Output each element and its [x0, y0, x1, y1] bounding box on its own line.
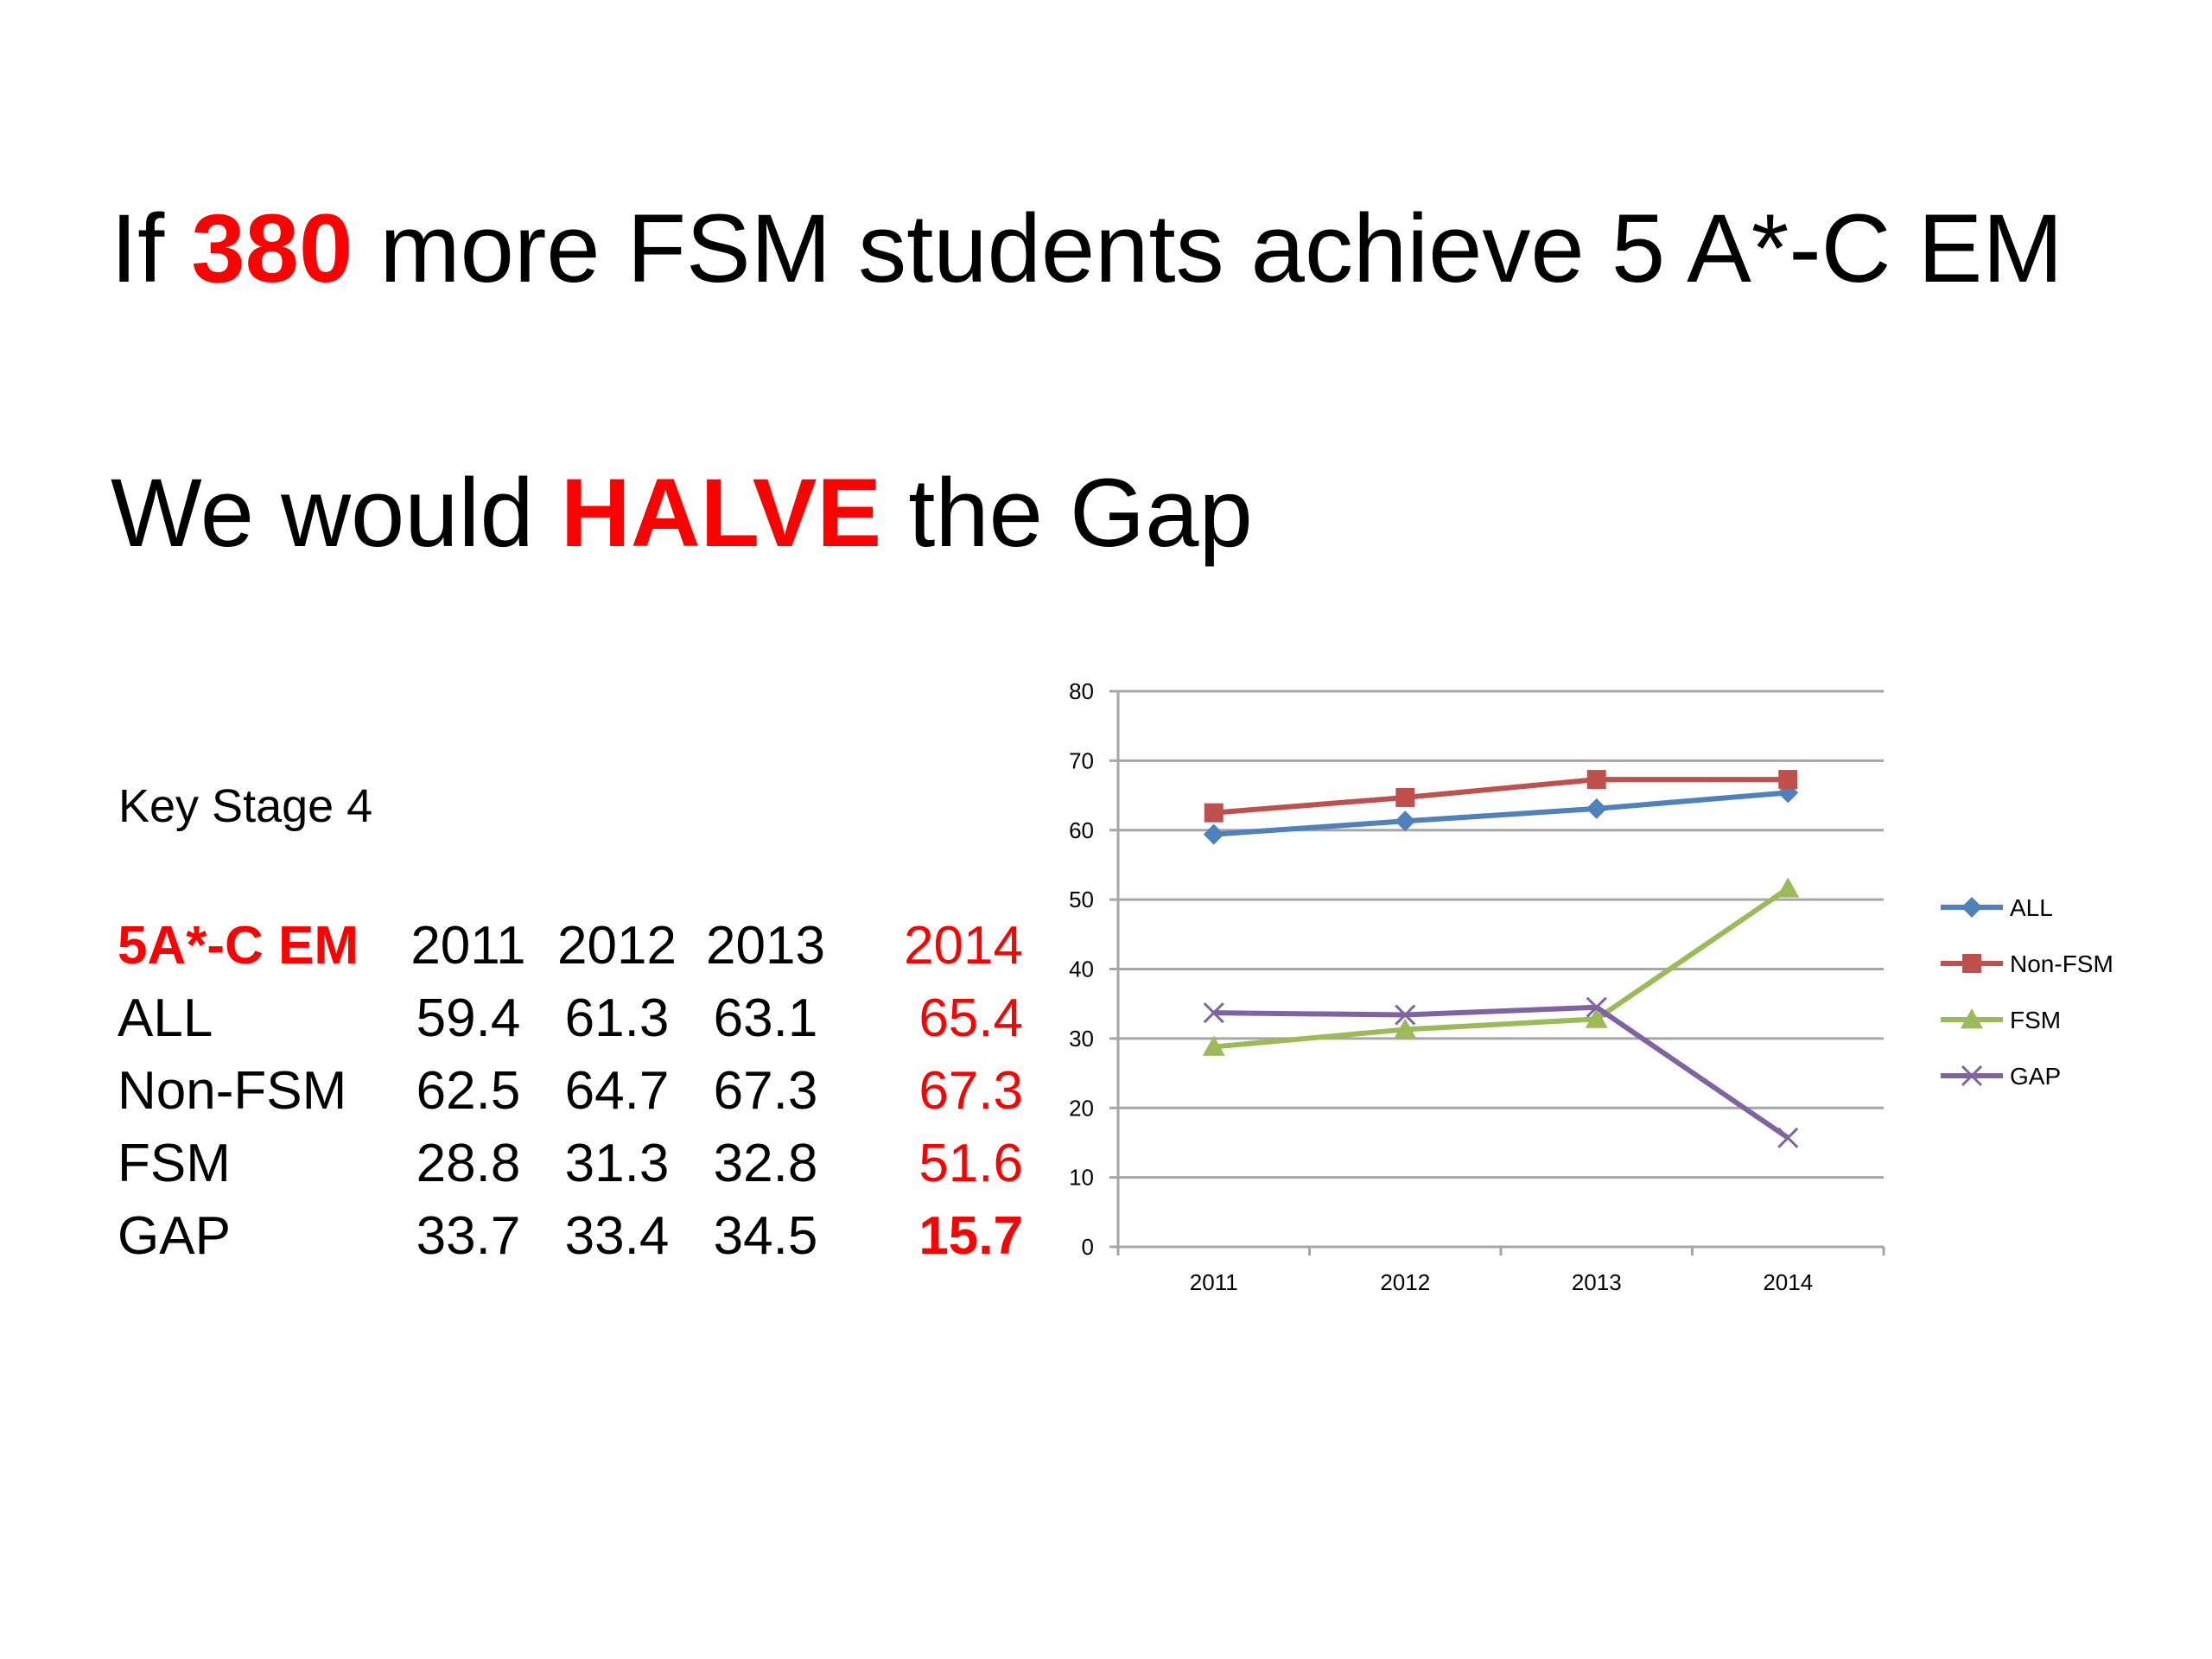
- y-tick-label: 0: [1082, 1234, 1094, 1260]
- table-cell: 62.5: [416, 1060, 521, 1121]
- table-cell: 59.4: [416, 988, 521, 1048]
- headline-primary-prefix: If: [111, 194, 192, 302]
- table-cell: 31.3: [564, 1133, 670, 1193]
- legend-label-fsm: FSM: [2010, 1007, 2061, 1033]
- data-point-non-fsm: [1204, 803, 1224, 823]
- table-row-label: FSM: [118, 1133, 231, 1193]
- y-tick-label: 40: [1069, 957, 1094, 982]
- legend-marker-gap: [1961, 1065, 1983, 1087]
- data-point-gap: [1777, 1127, 1799, 1148]
- legend-label-all: ALL: [2010, 894, 2053, 921]
- table-header-year: 2012: [557, 915, 677, 976]
- data-point-fsm: [1202, 1035, 1225, 1056]
- line-chart: 0 10 20 30 40 50 60 70 80 2011 2012 2013 2014 ALL Non-…: [1069, 678, 2113, 1295]
- headline-secondary-suffix: the Gap: [881, 459, 1253, 567]
- table-cell: 33.7: [416, 1205, 521, 1266]
- legend-marker-all: [1961, 897, 1982, 918]
- table-header-label: 5A*-C EM: [118, 915, 359, 976]
- y-tick-label: 10: [1069, 1165, 1094, 1191]
- table-cell: 67.3: [918, 1060, 1023, 1121]
- legend-label-non-fsm: Non-FSM: [2010, 950, 2113, 977]
- y-tick-label: 60: [1069, 817, 1094, 843]
- table-row-label: ALL: [118, 988, 213, 1048]
- table-cell: 32.8: [713, 1133, 818, 1193]
- table-header-year: 2011: [410, 915, 526, 976]
- table-cell: 34.5: [713, 1205, 818, 1266]
- table-cell: 64.7: [564, 1060, 670, 1121]
- data-point-fsm: [1394, 1018, 1417, 1039]
- table-cell: 51.6: [918, 1133, 1023, 1193]
- headline-secondary: We would HALVE the Gap: [111, 465, 1253, 562]
- y-tick-label: 80: [1069, 678, 1094, 704]
- data-point-non-fsm: [1586, 770, 1606, 790]
- table-row: Non-FSM 62.5 64.7 67.3 67.3: [104, 1054, 1023, 1127]
- data-point-all: [1586, 798, 1607, 819]
- table-cell: 28.8: [416, 1133, 521, 1193]
- legend-marker-fsm: [1961, 1008, 1983, 1029]
- headline-primary-emphasis: 380: [191, 194, 353, 302]
- x-tick-label: 2013: [1572, 1269, 1622, 1295]
- series-line-fsm: [1213, 886, 1789, 1050]
- data-point-gap: [1586, 996, 1607, 1018]
- table-row-label: Non-FSM: [118, 1060, 347, 1121]
- results-table: 5A*-C EM 2011 2012 2013 2014 ALL 59.4 61…: [104, 909, 1023, 1272]
- y-tick-label: 70: [1069, 747, 1094, 773]
- x-tick-label: 2011: [1190, 1269, 1238, 1295]
- data-point-fsm: [1777, 877, 1800, 898]
- headline-secondary-prefix: We would: [111, 459, 561, 567]
- table-row: ALL 59.4 61.3 63.1 65.4: [104, 982, 1023, 1054]
- data-point-fsm: [1585, 1007, 1608, 1028]
- y-tick-label: 50: [1069, 887, 1094, 912]
- data-point-gap: [1395, 1004, 1416, 1026]
- table-row: GAP 33.7 33.4 34.5 15.7: [104, 1199, 1023, 1272]
- data-point-non-fsm: [1395, 787, 1415, 807]
- table-cell: 63.1: [713, 988, 818, 1048]
- y-tick-label: 30: [1069, 1026, 1094, 1052]
- table-header-row: 5A*-C EM 2011 2012 2013 2014: [104, 909, 1023, 982]
- series-line-non-fsm: [1213, 777, 1789, 816]
- headline-primary-suffix: more FSM students achieve 5 A*-C EM: [353, 194, 2063, 302]
- headline-primary: If 380 more FSM students achieve 5 A*-C …: [111, 200, 2063, 297]
- table-header-year: 2013: [706, 915, 825, 976]
- key-stage-label: Key Stage 4: [118, 780, 373, 832]
- table-cell: 33.4: [564, 1205, 670, 1266]
- table-row-label: GAP: [118, 1205, 231, 1266]
- data-point-non-fsm: [1778, 770, 1798, 790]
- x-tick-label: 2014: [1763, 1269, 1813, 1295]
- legend-label-gap: GAP: [2010, 1063, 2061, 1090]
- table-cell: 61.3: [564, 988, 670, 1048]
- table-cell: 65.4: [918, 988, 1023, 1048]
- table-header-year: 2014: [904, 915, 1023, 976]
- table-cell: 67.3: [713, 1060, 818, 1121]
- table-row: FSM 28.8 31.3 32.8 51.6: [104, 1127, 1023, 1199]
- legend-marker-non-fsm: [1962, 954, 1981, 973]
- table-cell: 15.7: [918, 1205, 1023, 1266]
- data-point-gap: [1203, 1002, 1224, 1024]
- data-point-all: [1203, 823, 1224, 845]
- headline-secondary-emphasis: HALVE: [560, 459, 882, 567]
- series-line-all: [1213, 790, 1789, 837]
- series-line-gap: [1213, 1004, 1789, 1141]
- data-point-all: [1395, 810, 1416, 832]
- x-tick-label: 2012: [1380, 1269, 1430, 1295]
- y-tick-label: 20: [1069, 1095, 1094, 1121]
